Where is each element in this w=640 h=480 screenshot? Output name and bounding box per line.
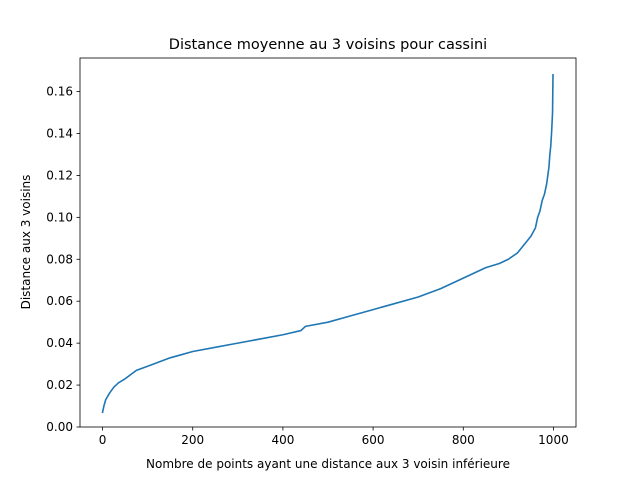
series-line [101,73,554,414]
y-tick-label: 0.10 [46,210,73,224]
x-tick-label: 1000 [538,433,569,447]
chart-title: Distance moyenne au 3 voisins pour cassi… [169,37,487,53]
y-tick-label: 0.12 [46,168,73,182]
x-tick-label: 200 [181,433,204,447]
series-group [101,73,554,414]
y-tick-label: 0.16 [46,85,73,99]
y-tick-label: 0.14 [46,126,73,140]
x-axis: 0 200 400 600 800 1000 [99,427,569,447]
x-tick-label: 400 [271,433,294,447]
x-axis-label: Nombre de points ayant une distance aux … [146,457,510,471]
y-tick-label: 0.00 [46,420,73,434]
x-tick-label: 600 [362,433,385,447]
x-tick-label: 0 [99,433,107,447]
y-tick-label: 0.02 [46,378,73,392]
y-tick-label: 0.06 [46,294,73,308]
plot-area: 0.00 0.02 0.04 0.06 0.08 0.10 0.12 0.14 0.16 0 20… [46,57,577,447]
y-axis: 0.00 0.02 0.04 0.06 0.08 0.10 0.12 0.14 0.16 [46,85,80,434]
y-tick-label: 0.08 [46,252,73,266]
plot-frame [79,57,577,428]
y-axis-label: Distance aux 3 voisins [19,175,33,310]
y-tick-label: 0.04 [46,336,73,350]
x-tick-label: 800 [452,433,475,447]
